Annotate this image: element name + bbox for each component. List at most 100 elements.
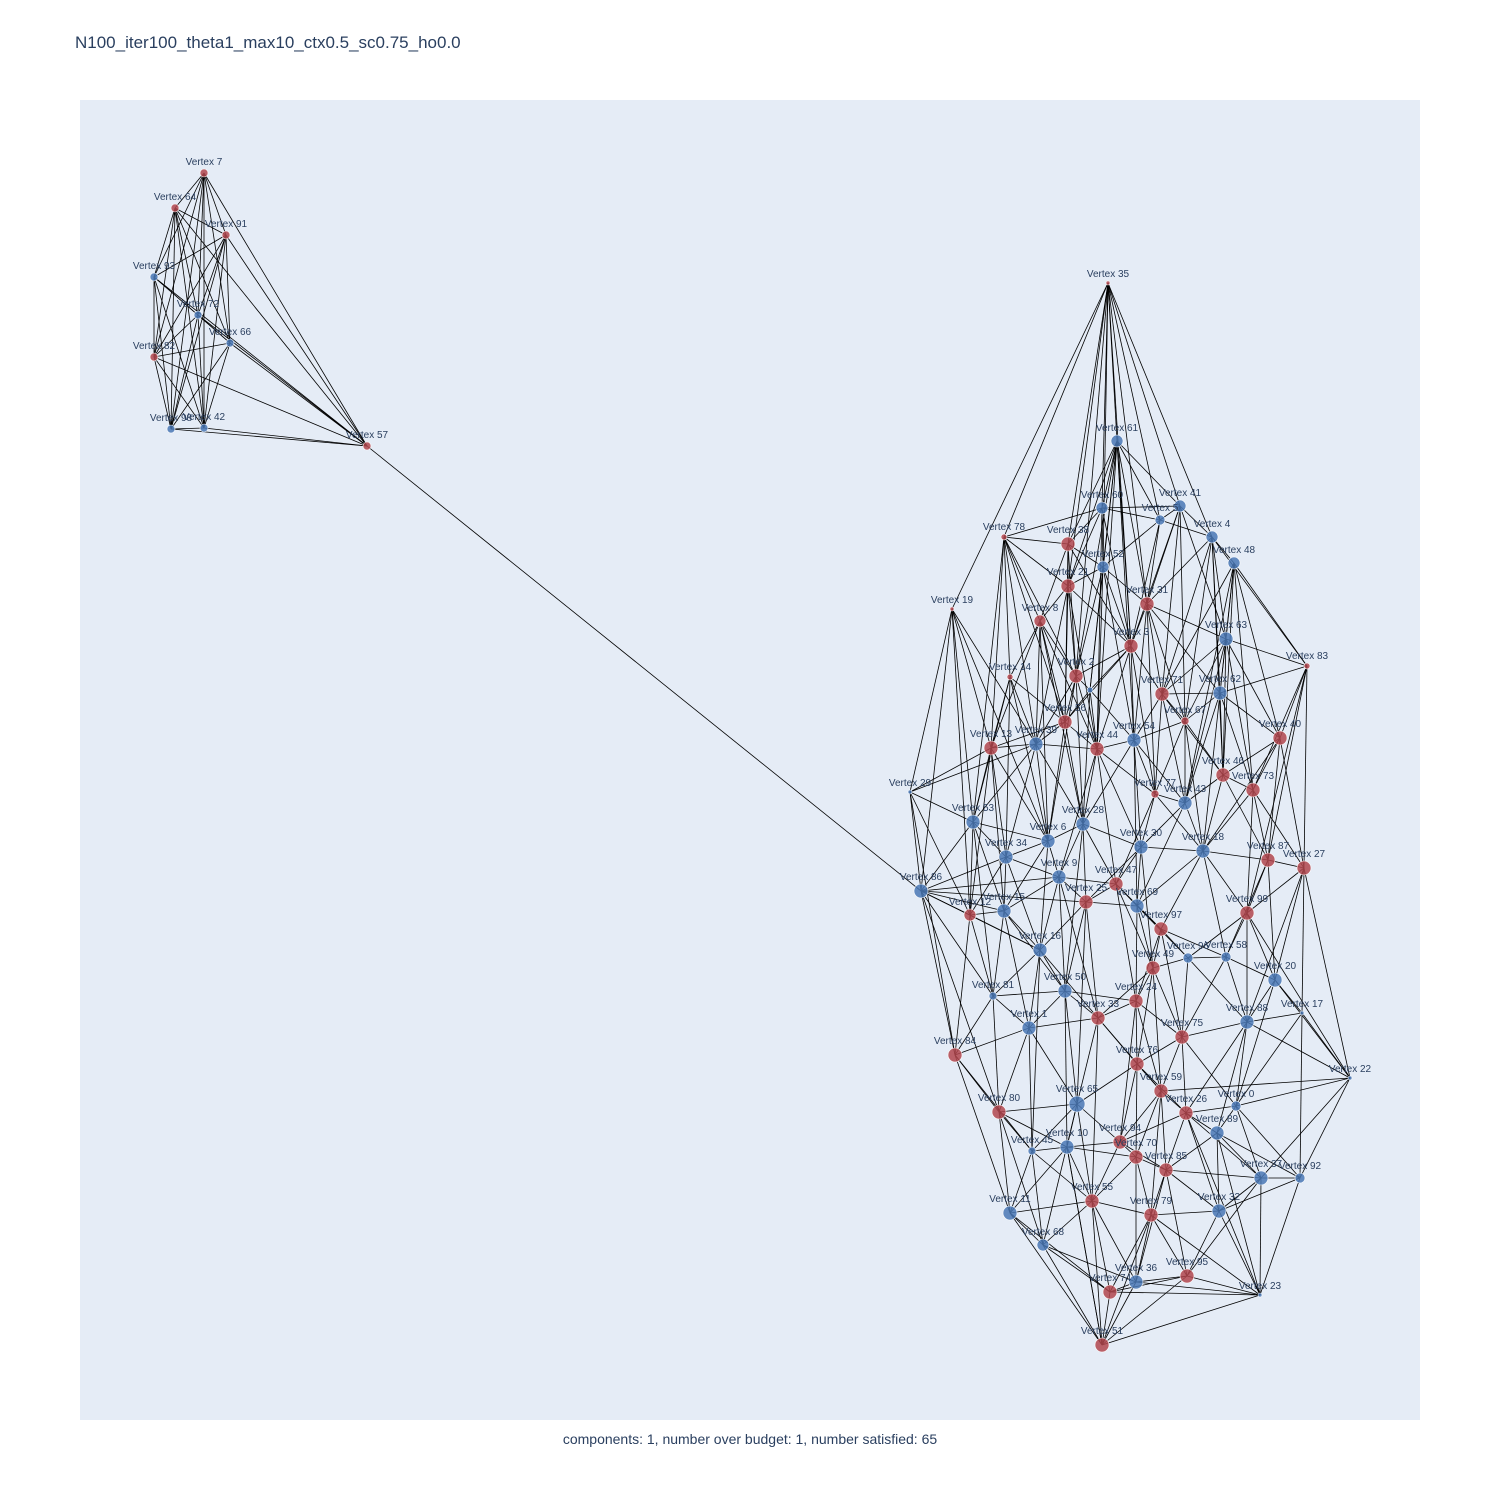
node-vertex-38[interactable] (1060, 536, 1076, 552)
node-vertex-24[interactable] (1128, 993, 1144, 1009)
node-vertex-44[interactable] (1089, 741, 1105, 757)
node-vertex-86[interactable] (913, 883, 929, 899)
node-vertex-50[interactable] (1057, 983, 1073, 999)
node-vertex-78[interactable] (1000, 533, 1008, 541)
node-vertex-27[interactable] (1296, 860, 1312, 876)
node-vertex-58[interactable] (1220, 951, 1232, 963)
node-vertex-95[interactable] (1179, 1268, 1195, 1284)
node-vertex-25[interactable] (1078, 894, 1094, 910)
node-vertex-34[interactable] (998, 849, 1014, 865)
node-vertex-16[interactable] (1032, 942, 1048, 958)
node-vertex-87[interactable] (1260, 852, 1276, 868)
node-vertex-43[interactable] (1177, 795, 1193, 811)
node-vertex-13[interactable] (983, 740, 999, 756)
node-vertex-0[interactable] (1230, 1100, 1242, 1112)
node-vertex-83[interactable] (1303, 662, 1311, 670)
node-vertex-81[interactable] (988, 991, 998, 1001)
node-vertex-37[interactable] (1253, 1170, 1269, 1186)
node-vertex-98[interactable] (166, 424, 176, 434)
node-vertex-8[interactable] (1033, 614, 1047, 628)
node-vertex-65[interactable] (1068, 1095, 1086, 1113)
node-vertex-71[interactable] (1154, 686, 1170, 702)
node-vertex-28[interactable] (1075, 816, 1091, 832)
node-vertex-26[interactable] (1178, 1105, 1194, 1121)
node-vertex-7[interactable] (199, 168, 209, 178)
node-vertex-72[interactable] (193, 310, 203, 320)
node-vertex-18[interactable] (1195, 843, 1211, 859)
node-vertex-51[interactable] (1094, 1337, 1110, 1353)
node-vertex-46[interactable] (1215, 767, 1231, 783)
node-vertex-66[interactable] (225, 338, 235, 348)
node-vertex-89[interactable] (1209, 1125, 1225, 1141)
node-vertex-75[interactable] (1174, 1029, 1190, 1045)
node-vertex-19[interactable] (949, 606, 955, 612)
node-vertex-1[interactable] (1021, 1020, 1037, 1036)
node-vertex-88[interactable] (1239, 1014, 1255, 1030)
node-vertex-2[interactable] (1068, 668, 1084, 684)
node-vertex-85[interactable] (1158, 1162, 1174, 1178)
node-vertex-93[interactable] (149, 272, 159, 282)
node-vertex-84[interactable] (947, 1047, 963, 1063)
node-vertex-53[interactable] (965, 814, 981, 830)
node-vertex-23[interactable] (1257, 1292, 1263, 1298)
node-vertex-21[interactable] (1060, 578, 1076, 594)
node-vertex-96[interactable] (1182, 952, 1194, 964)
node-vertex-67[interactable] (1180, 716, 1190, 726)
node-vertex-60[interactable] (1095, 501, 1109, 515)
node-vertex-15[interactable] (996, 903, 1012, 919)
node-vertex-63[interactable] (1218, 631, 1234, 647)
node-vertex-22[interactable] (1347, 1075, 1353, 1081)
node-vertex-73[interactable] (1245, 782, 1261, 798)
node-vertex-54[interactable] (1126, 732, 1142, 748)
node-vertex-49[interactable] (1145, 960, 1161, 976)
node-vertex-70[interactable] (1128, 1149, 1144, 1165)
node-vertex-14[interactable] (1006, 673, 1014, 681)
node-vertex-3[interactable] (1123, 638, 1139, 654)
node-vertex-32[interactable] (1211, 1203, 1227, 1219)
node-vertex-52[interactable] (1096, 560, 1110, 574)
node-vertex-69[interactable] (1129, 898, 1145, 914)
node-vertex-55[interactable] (1084, 1193, 1100, 1209)
node-vertex-17[interactable] (1299, 1010, 1305, 1016)
node-vertex-48[interactable] (1227, 556, 1241, 570)
node-vertex-62[interactable] (1212, 685, 1228, 701)
node-vertex-97[interactable] (1153, 921, 1169, 937)
node-vertex-29[interactable] (907, 789, 913, 795)
node-vertex-33[interactable] (1090, 1010, 1106, 1026)
node-vertex-74[interactable] (1102, 1284, 1118, 1300)
node-vertex-47[interactable] (1108, 876, 1124, 892)
node-vertex-61[interactable] (1110, 434, 1124, 448)
node-vertex-59[interactable] (1153, 1083, 1169, 1099)
node-vertex-77[interactable] (1150, 789, 1160, 799)
node-vertex-57[interactable] (362, 441, 372, 451)
node-vertex-99[interactable] (1239, 905, 1255, 921)
node-vertex-35[interactable] (1105, 280, 1111, 286)
node-vertex-82[interactable] (149, 352, 159, 362)
node-vertex-91[interactable] (221, 230, 231, 240)
node-vertex-41[interactable] (1173, 499, 1187, 513)
node-vertex-42[interactable] (199, 423, 209, 433)
node-vertex-80[interactable] (991, 1104, 1007, 1120)
node-vertex-5[interactable] (1154, 514, 1166, 526)
node-vertex-4[interactable] (1205, 530, 1219, 544)
node-vertex-20[interactable] (1267, 972, 1283, 988)
node-vertex-40[interactable] (1272, 730, 1288, 746)
node-vertex-45[interactable] (1027, 1146, 1037, 1156)
node-vertex-90[interactable] (1086, 686, 1094, 694)
node-vertex-68[interactable] (1036, 1238, 1050, 1252)
node-vertex-30[interactable] (1133, 839, 1149, 855)
node-vertex-10[interactable] (1059, 1139, 1075, 1155)
node-vertex-9[interactable] (1051, 869, 1067, 885)
node-vertex-64[interactable] (170, 203, 180, 213)
node-vertex-56[interactable] (1057, 714, 1073, 730)
node-vertex-6[interactable] (1040, 833, 1056, 849)
node-vertex-92[interactable] (1294, 1172, 1306, 1184)
node-vertex-11[interactable] (1002, 1205, 1018, 1221)
node-vertex-39[interactable] (1028, 736, 1044, 752)
node-vertex-12[interactable] (963, 908, 977, 922)
node-vertex-79[interactable] (1143, 1207, 1159, 1223)
node-vertex-31[interactable] (1139, 596, 1155, 612)
node-vertex-36[interactable] (1128, 1274, 1144, 1290)
node-vertex-76[interactable] (1129, 1056, 1145, 1072)
node-vertex-94[interactable] (1112, 1134, 1128, 1150)
